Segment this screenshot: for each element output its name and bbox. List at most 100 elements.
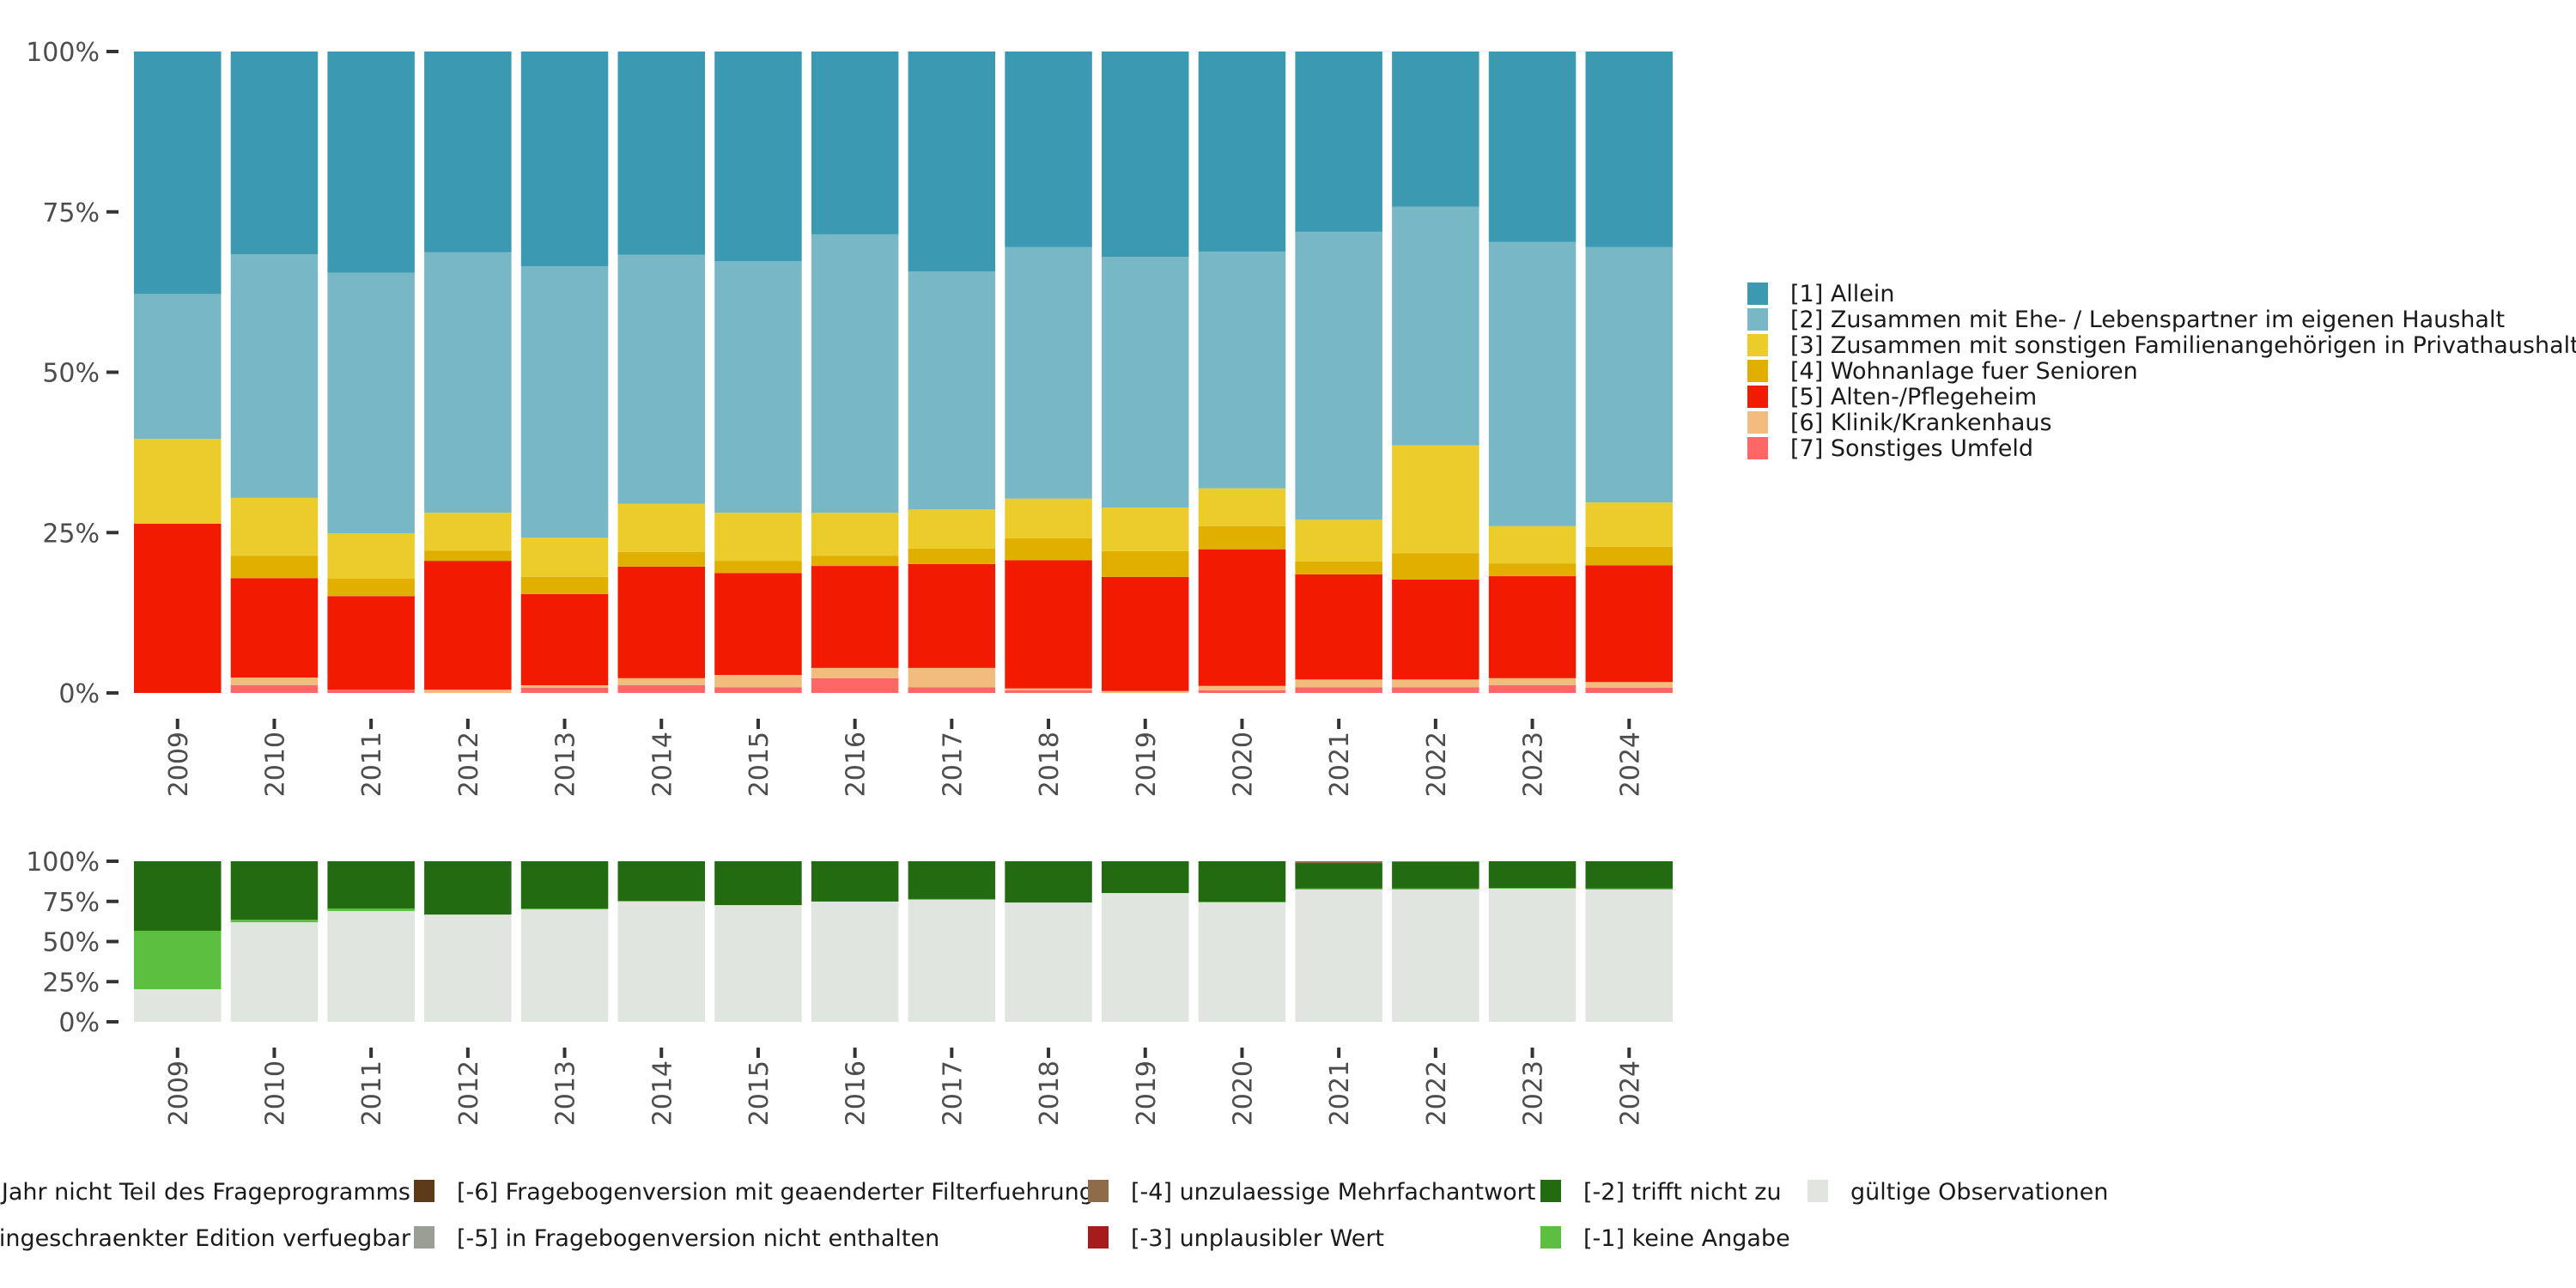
legend-swatch — [1747, 386, 1768, 408]
bottom-x-tick-label: 2018 — [1035, 1060, 1065, 1126]
top-x-tick-label: 2018 — [1035, 732, 1065, 797]
bottom-bar-2009-1-keine-angabe — [134, 930, 222, 990]
bottom-bar-2010-2-trifft-nicht-zu — [230, 861, 319, 920]
top-legend-item-6: [6] Klinik/Krankenhaus — [1747, 410, 2052, 436]
top-bar-2018-2-zusammen-mit-ehe-lebenspartner-im-eigenen-haushalt — [1005, 246, 1092, 499]
top-bar-2011-3-zusammen-mit-sonstigen-familienangeh-rigen-in-privathaushalt — [327, 532, 415, 580]
top-legend-item-2: [2] Zusammen mit Ehe- / Lebenspartner im… — [1747, 307, 2505, 333]
top-bar-2016-4-wohnanlage-fuer-senioren — [811, 556, 899, 567]
top-bar-2018-7-sonstiges-umfeld — [1005, 690, 1092, 693]
bottom-bar-2009-g-ltige-observationen — [134, 989, 222, 1022]
bottom-bar-2018-2-trifft-nicht-zu — [1005, 861, 1092, 903]
legend-label: [4] Wohnanlage fuer Senioren — [1790, 358, 2138, 385]
legend-label: [5] Alten-/Pflegeheim — [1790, 384, 2037, 410]
top-bar-2020-2-zusammen-mit-ehe-lebenspartner-im-eigenen-haushalt — [1198, 252, 1286, 489]
top-bar-2024-3-zusammen-mit-sonstigen-familienangeh-rigen-in-privathaushalt — [1585, 502, 1673, 547]
legend-label: [-5] in Fragebogenversion nicht enthalte… — [457, 1225, 939, 1252]
bottom-bar-2021-4-unzulaessige-mehrfachantwort — [1295, 861, 1382, 864]
bottom-legend: Jahr nicht Teil des Frageprogramms [-6] F… — [0, 1179, 2108, 1252]
top-bar-2022-2-zusammen-mit-ehe-lebenspartner-im-eigenen-haushalt — [1392, 206, 1479, 446]
top-bar-2014-4-wohnanlage-fuer-senioren — [617, 551, 705, 567]
top-bar-2024-1-allein — [1585, 52, 1673, 247]
top-legend-item-7: [7] Sonstiges Umfeld — [1747, 435, 2033, 462]
top-bar-2017-1-allein — [908, 52, 996, 272]
top-bar-2014-2-zusammen-mit-ehe-lebenspartner-im-eigenen-haushalt — [617, 254, 705, 504]
top-bar-2014-3-zusammen-mit-sonstigen-familienangeh-rigen-in-privathaushalt — [617, 503, 705, 552]
bottom-bar-2017-1-keine-angabe — [908, 898, 996, 900]
top-bar-2010-6-klinik-krankenhaus — [230, 677, 319, 686]
top-bar-2022-4-wohnanlage-fuer-senioren — [1392, 553, 1479, 580]
top-bar-2024-7-sonstiges-umfeld — [1585, 688, 1673, 693]
top-bar-2017-5-alten-pflegeheim — [908, 563, 996, 668]
bottom-bar-2012-g-ltige-observationen — [424, 914, 512, 1022]
top-bar-2019-3-zusammen-mit-sonstigen-familienangeh-rigen-in-privathaushalt — [1102, 507, 1189, 551]
bottom-legend-item-3-unplausibler-wert: [-3] unplausibler Wert — [1088, 1225, 1384, 1252]
legend-label: [2] Zusammen mit Ehe- / Lebenspartner im… — [1790, 307, 2505, 333]
bottom-x-tick-label: 2020 — [1228, 1060, 1258, 1126]
legend-label: [-1] keine Angabe — [1583, 1225, 1790, 1252]
bottom-bar-2013-g-ltige-observationen — [520, 909, 609, 1022]
top-legend-item-5: [5] Alten-/Pflegeheim — [1747, 384, 2037, 410]
bottom-bar-2022-2-trifft-nicht-zu — [1392, 861, 1479, 889]
bottom-bar-2024-g-ltige-observationen — [1585, 889, 1673, 1022]
top-bar-2021-2-zusammen-mit-ehe-lebenspartner-im-eigenen-haushalt — [1295, 231, 1382, 520]
bottom-legend-item-jahr-nicht-teil-des-frageprogramms: Jahr nicht Teil des Frageprogramms — [0, 1179, 410, 1206]
bottom-x-tick-label: 2017 — [938, 1060, 968, 1126]
top-bar-2015-7-sonstiges-umfeld — [714, 687, 802, 693]
top-legend-item-1: [1] Allein — [1747, 281, 1895, 307]
top-y-tick-label: 100% — [26, 38, 100, 68]
bottom-y-tick-label: 0% — [58, 1008, 100, 1038]
top-bar-2015-4-wohnanlage-fuer-senioren — [714, 561, 802, 574]
bottom-bar-2014-1-keine-angabe — [617, 901, 705, 902]
top-y-tick-label: 25% — [42, 519, 100, 549]
top-bar-2013-2-zusammen-mit-ehe-lebenspartner-im-eigenen-haushalt — [520, 266, 609, 538]
bottom-x-tick-label: 2016 — [841, 1060, 872, 1126]
top-x-tick-label: 2019 — [1132, 732, 1162, 797]
bottom-x-tick-label: 2014 — [647, 1060, 677, 1126]
top-bar-2016-6-klinik-krankenhaus — [811, 667, 899, 678]
legend-label: [6] Klinik/Krankenhaus — [1790, 410, 2052, 436]
bottom-bar-2012-2-trifft-nicht-zu — [424, 861, 512, 915]
bottom-bar-2017-g-ltige-observationen — [908, 899, 996, 1022]
top-bar-2017-6-klinik-krankenhaus — [908, 667, 996, 688]
top-x-tick-label: 2009 — [164, 732, 194, 797]
top-x-tick-label: 2016 — [841, 732, 872, 797]
legend-swatch — [1540, 1226, 1561, 1249]
legend-swatch — [1747, 437, 1768, 459]
top-bar-2022-3-zusammen-mit-sonstigen-familienangeh-rigen-in-privathaushalt — [1392, 445, 1479, 554]
bottom-bar-2011-1-keine-angabe — [327, 908, 415, 911]
top-legend: [1] Allein[2] Zusammen mit Ehe- / Lebens… — [1747, 281, 2576, 462]
legend-label: eingeschraenkter Edition verfuegbar — [0, 1225, 411, 1252]
bottom-x-tick-label: 2021 — [1325, 1060, 1355, 1126]
bottom-bar-2013-1-keine-angabe — [520, 908, 609, 910]
legend-swatch — [1747, 411, 1768, 434]
top-bar-2010-4-wohnanlage-fuer-senioren — [230, 556, 319, 579]
top-legend-item-3: [3] Zusammen mit sonstigen Familienangeh… — [1747, 332, 2576, 359]
top-bar-2023-6-klinik-krankenhaus — [1488, 677, 1577, 686]
top-y-tick-label: 0% — [58, 679, 100, 709]
top-bar-2013-6-klinik-krankenhaus — [520, 685, 609, 689]
top-bar-2022-1-allein — [1392, 52, 1479, 207]
top-bar-2023-7-sonstiges-umfeld — [1488, 685, 1577, 693]
top-x-tick-label: 2014 — [647, 732, 677, 797]
top-bar-2012-2-zusammen-mit-ehe-lebenspartner-im-eigenen-haushalt — [424, 252, 512, 513]
top-bar-2011-7-sonstiges-umfeld — [327, 690, 415, 693]
bottom-y-tick-label: 50% — [42, 928, 100, 958]
legend-swatch — [1747, 283, 1768, 305]
top-bar-2010-1-allein — [230, 52, 319, 255]
bottom-bar-2016-2-trifft-nicht-zu — [811, 861, 899, 902]
bottom-bar-2011-g-ltige-observationen — [327, 910, 415, 1022]
top-bar-2020-5-alten-pflegeheim — [1198, 549, 1286, 686]
legend-swatch — [1747, 308, 1768, 331]
top-legend-item-4: [4] Wohnanlage fuer Senioren — [1747, 358, 2138, 385]
top-bar-2018-1-allein — [1005, 52, 1092, 247]
top-bar-2015-5-alten-pflegeheim — [714, 573, 802, 676]
top-bar-2009-2-zusammen-mit-ehe-lebenspartner-im-eigenen-haushalt — [134, 294, 222, 440]
bottom-legend-item-6-fragebogenversion-mit-geaenderter-filterfuehrung: [-6] Fragebogenversion mit geaenderter F… — [414, 1179, 1094, 1206]
top-bar-2010-7-sonstiges-umfeld — [230, 685, 319, 693]
bottom-x-tick-label: 2023 — [1519, 1060, 1549, 1126]
bottom-bar-2013-2-trifft-nicht-zu — [520, 861, 609, 909]
bottom-y-tick-label: 75% — [42, 888, 100, 918]
top-bar-2010-2-zusammen-mit-ehe-lebenspartner-im-eigenen-haushalt — [230, 254, 319, 498]
bottom-bar-2011-2-trifft-nicht-zu — [327, 861, 415, 908]
